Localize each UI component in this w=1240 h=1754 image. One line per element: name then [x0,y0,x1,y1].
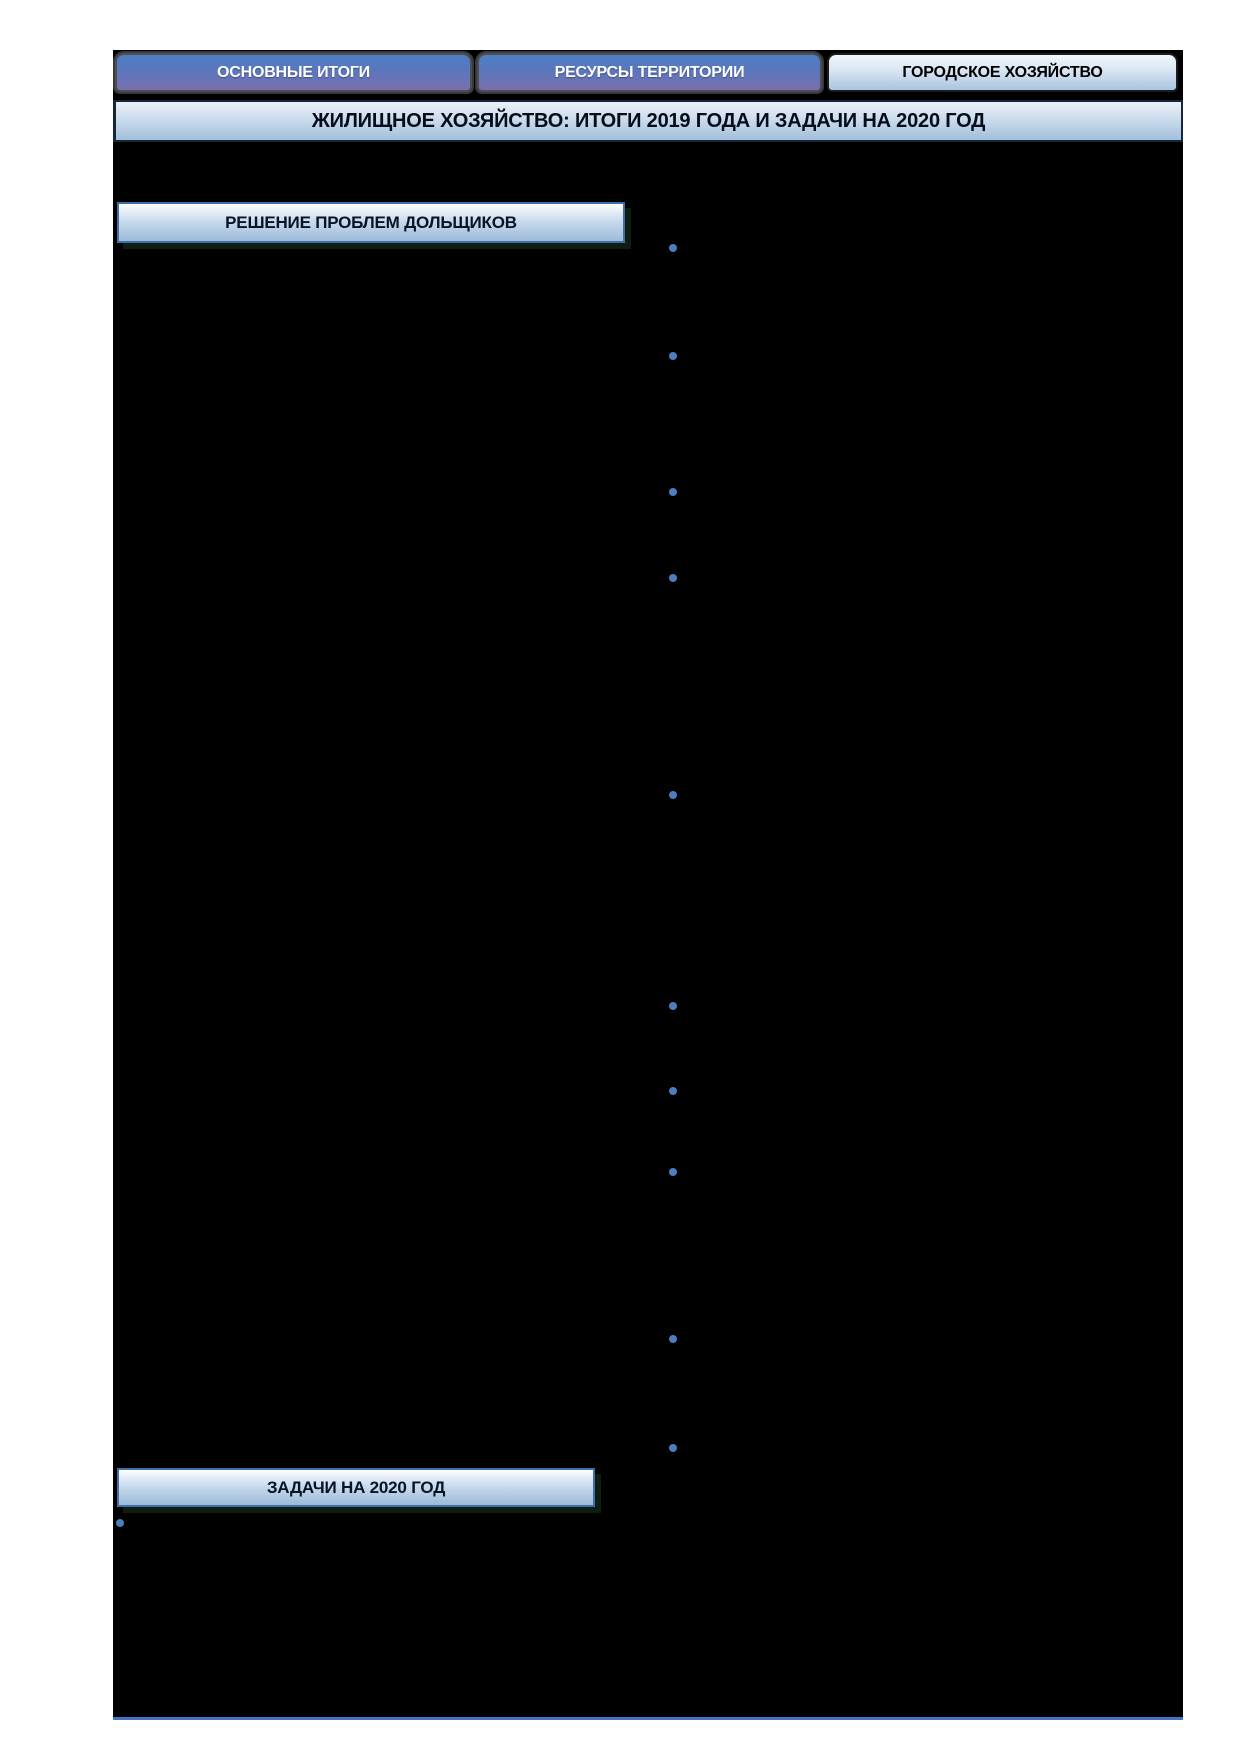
section-heading-tasks-2020: ЗАДАЧИ НА 2020 ГОД [117,1468,595,1507]
bullet-point [669,574,677,582]
section-heading-tasks-2020-label: ЗАДАЧИ НА 2020 ГОД [266,1477,446,1497]
section-heading-shareholders: РЕШЕНИЕ ПРОБЛЕМ ДОЛЬЩИКОВ [117,202,625,243]
section-heading-shareholders-label: РЕШЕНИЕ ПРОБЛЕМ ДОЛЬЩИКОВ [225,212,517,232]
bullet-point [669,244,677,252]
bullet-point [669,1444,677,1452]
tab-main-results[interactable]: ОСНОВНЫЕ ИТОГИ [115,53,472,92]
tab-city-economy[interactable]: ГОРОДСКОЕ ХОЗЯЙСТВО [827,53,1178,92]
bottom-accent-line [113,1717,1183,1720]
bullet-point [669,1335,677,1343]
bullet-point [669,352,677,360]
page-title-text: ЖИЛИЩНОЕ ХОЗЯЙСТВО: ИТОГИ 2019 ГОДА И ЗА… [311,109,986,132]
tab-territory-resources[interactable]: РЕСУРСЫ ТЕРРИТОРИИ [477,53,822,92]
bullet-point [669,791,677,799]
page-title: ЖИЛИЩНОЕ ХОЗЯЙСТВО: ИТОГИ 2019 ГОДА И ЗА… [113,100,1183,142]
bullet-point [669,1002,677,1010]
bullet-point [116,1519,124,1527]
bullet-point [669,1087,677,1095]
bullet-point [669,1168,677,1176]
tab-main-results-label: ОСНОВНЫЕ ИТОГИ [217,63,370,81]
slide-panel [113,50,1183,1720]
tab-city-economy-label: ГОРОДСКОЕ ХОЗЯЙСТВО [902,63,1103,81]
tab-territory-resources-label: РЕСУРСЫ ТЕРРИТОРИИ [554,63,745,81]
bullet-point [669,488,677,496]
